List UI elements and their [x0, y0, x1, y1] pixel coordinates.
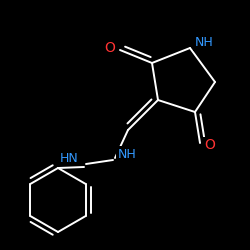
Text: O: O	[204, 138, 216, 152]
Text: NH: NH	[118, 148, 137, 160]
Text: HN: HN	[60, 152, 78, 164]
Text: NH: NH	[194, 36, 214, 50]
Text: O: O	[104, 41, 116, 55]
